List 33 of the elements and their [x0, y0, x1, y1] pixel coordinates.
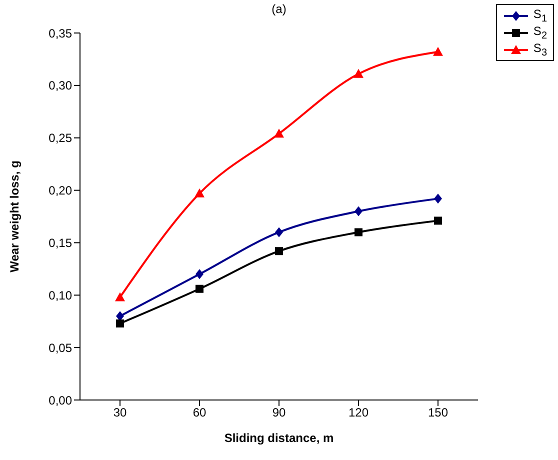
point	[196, 284, 204, 293]
x-tick-label: 30	[113, 406, 127, 420]
legend-label: S$_{3}$	[533, 40, 547, 58]
point	[275, 247, 283, 256]
y-tick-label: 0,35	[48, 26, 72, 40]
x-tick-label: 120	[348, 406, 369, 420]
point	[275, 227, 283, 238]
point	[434, 194, 442, 204]
y-axis-title: Wear weight loss, g	[7, 160, 22, 272]
point	[194, 188, 204, 198]
y-tick-label: 0,25	[48, 131, 72, 146]
point	[115, 292, 125, 302]
legend-label: S$_{2}$	[533, 24, 547, 42]
point	[354, 228, 362, 236]
x-tick-label: 150	[428, 406, 448, 420]
y-tick-label: 0,10	[48, 288, 72, 302]
x-tick-label: 60	[192, 406, 206, 420]
y-tick-label: 0,05	[48, 340, 72, 355]
chart-title: (a)	[272, 2, 286, 16]
y-tick-label: 0,00	[48, 393, 72, 408]
point	[434, 216, 442, 225]
point	[354, 206, 362, 216]
y-tick-label: 0,15	[48, 236, 72, 250]
point	[433, 46, 443, 56]
point	[274, 128, 284, 138]
y-tick-label: 0,20	[48, 184, 72, 198]
point	[116, 319, 124, 328]
legend-label: S$_{1}$	[533, 6, 547, 24]
point	[196, 269, 204, 280]
x-tick-label: 90	[272, 406, 286, 420]
point	[354, 68, 364, 78]
y-tick-label: 0,30	[48, 78, 72, 93]
x-axis-title: Sliding distance, m	[224, 431, 334, 445]
